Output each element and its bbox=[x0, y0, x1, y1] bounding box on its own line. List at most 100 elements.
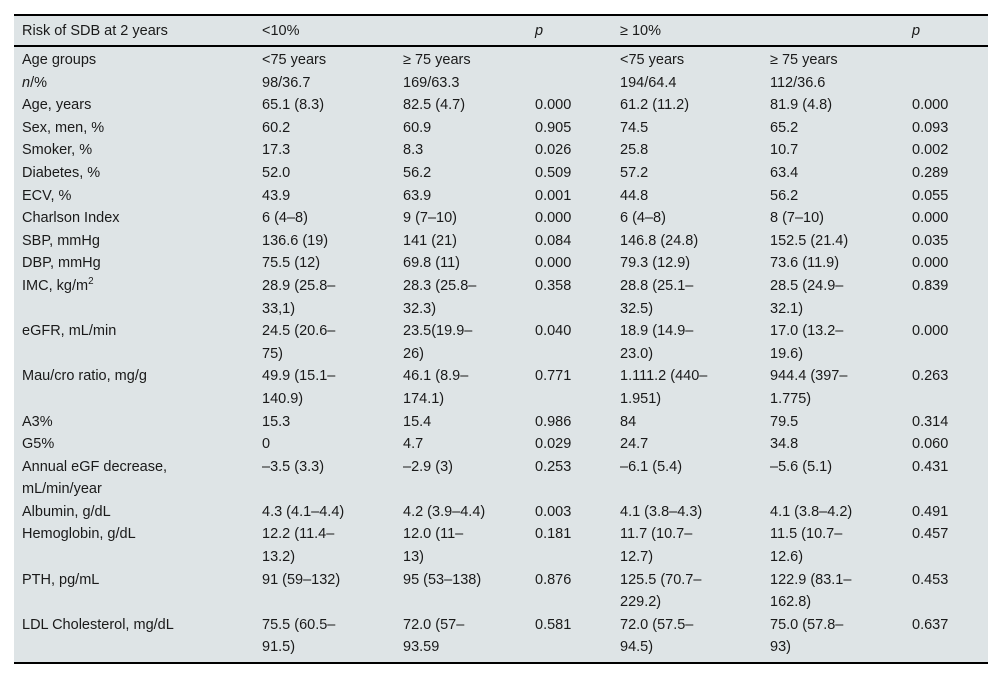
cell-text: 0.314 bbox=[912, 413, 949, 430]
table-row: LDL Cholesterol, mg/dL 75.5 (60.5– 91.5) 7… bbox=[14, 614, 988, 663]
value-cell: 72.0 (57.5– 94.5) bbox=[612, 614, 762, 663]
value-cell: 0.876 bbox=[527, 569, 612, 614]
cell-text: <75 years bbox=[262, 52, 327, 68]
column-header: ≥ 10% bbox=[612, 15, 762, 47]
value-cell: 0.026 bbox=[527, 139, 612, 162]
value-cell: 0.000 bbox=[527, 207, 612, 230]
cell-text: 28.8 (25.1– 32.5) bbox=[620, 277, 694, 317]
value-cell: 141 (21) bbox=[395, 230, 527, 253]
value-cell: 0.491 bbox=[904, 501, 988, 524]
cell-text: 15.4 bbox=[403, 413, 432, 430]
value-cell: 69.8 (11) bbox=[395, 252, 527, 275]
row-label-cell: LDL Cholesterol, mg/dL bbox=[14, 614, 254, 663]
value-cell: 23.5(19.9– 26) bbox=[395, 320, 527, 365]
value-cell: 169/63.3 bbox=[395, 72, 527, 95]
cell-text: 28.3 (25.8– 32.3) bbox=[403, 277, 477, 317]
cell-text: 4.1 (3.8–4.2) bbox=[770, 503, 853, 520]
value-cell: –5.6 (5.1) bbox=[762, 456, 904, 501]
value-cell: 6 (4–8) bbox=[612, 207, 762, 230]
cell-text: 169/63.3 bbox=[403, 74, 460, 91]
superscript-text: 2 bbox=[88, 276, 94, 288]
value-cell: 57.2 bbox=[612, 162, 762, 185]
value-cell: 0.084 bbox=[527, 230, 612, 253]
cell-text: 136.6 (19) bbox=[262, 232, 329, 249]
column-header bbox=[762, 15, 904, 47]
cell-text: 0.000 bbox=[535, 97, 572, 114]
value-cell: 63.9 bbox=[395, 185, 527, 208]
cell-text: 0.358 bbox=[535, 277, 572, 294]
cell-text: 57.2 bbox=[620, 164, 649, 181]
cell-text: <75 years bbox=[620, 52, 685, 68]
value-cell: 25.8 bbox=[612, 139, 762, 162]
cell-text: Age, years bbox=[22, 97, 92, 114]
cell-text: Albumin, g/dL bbox=[22, 503, 111, 520]
cell-text: 0.839 bbox=[912, 277, 949, 294]
cell-text: 43.9 bbox=[262, 187, 291, 204]
cell-text: 81.9 (4.8) bbox=[770, 97, 833, 114]
table-row: PTH, pg/mL 91 (59–132) 95 (53–138) 0.876 125… bbox=[14, 569, 988, 614]
cell-text: 125.5 (70.7– 229.2) bbox=[620, 571, 702, 611]
column-header: <10% bbox=[254, 15, 395, 47]
cell-text: 34.8 bbox=[770, 436, 799, 453]
value-cell: 65.1 (8.3) bbox=[254, 94, 395, 117]
value-cell: 73.6 (11.9) bbox=[762, 252, 904, 275]
table-row: Sex, men, % 60.2 60.9 0.905 74.5 65.2 0.093 bbox=[14, 117, 988, 140]
cell-text: 122.9 (83.1– 162.8) bbox=[770, 571, 852, 611]
table-row: DBP, mmHg 75.5 (12) 69.8 (11) 0.000 79.3 (12… bbox=[14, 252, 988, 275]
table-row: Mau/cro ratio, mg/g 49.9 (15.1– 140.9) 46.… bbox=[14, 365, 988, 410]
value-cell bbox=[527, 72, 612, 95]
cell-text: 72.0 (57– 93.59 bbox=[403, 616, 465, 656]
cell-text: 75.5 (12) bbox=[262, 255, 321, 272]
value-cell: 79.3 (12.9) bbox=[612, 252, 762, 275]
value-cell: 34.8 bbox=[762, 433, 904, 456]
value-cell: 0.060 bbox=[904, 433, 988, 456]
cell-text: 63.9 bbox=[403, 187, 432, 204]
value-cell: 81.9 (4.8) bbox=[762, 94, 904, 117]
value-cell: 72.0 (57– 93.59 bbox=[395, 614, 527, 663]
value-cell: 28.5 (24.9– 32.1) bbox=[762, 275, 904, 320]
cell-text: Age groups bbox=[22, 52, 97, 68]
value-cell: 79.5 bbox=[762, 411, 904, 434]
cell-text: Sex, men, % bbox=[22, 119, 105, 136]
value-cell: 11.7 (10.7– 12.7) bbox=[612, 523, 762, 568]
value-cell: 0.263 bbox=[904, 365, 988, 410]
row-label-cell: Age, years bbox=[14, 94, 254, 117]
row-label-cell: A3% bbox=[14, 411, 254, 434]
cell-text: Mau/cro ratio, mg/g bbox=[22, 368, 147, 385]
table-header: Risk of SDB at 2 years <10% p ≥ 10% p bbox=[14, 15, 988, 47]
cell-text: –3.5 (3.3) bbox=[262, 458, 325, 475]
value-cell: 49.9 (15.1– 140.9) bbox=[254, 365, 395, 410]
italic-text: p bbox=[912, 23, 921, 39]
cell-text: 75.5 (60.5– 91.5) bbox=[262, 616, 336, 656]
value-cell: 0.001 bbox=[527, 185, 612, 208]
cell-text: 0.000 bbox=[535, 210, 572, 227]
cell-text: 10.7 bbox=[770, 142, 799, 159]
cell-text: 28.5 (24.9– 32.1) bbox=[770, 277, 844, 317]
cell-text: 0.986 bbox=[535, 413, 572, 430]
cell-text: 63.4 bbox=[770, 164, 799, 181]
value-cell: 0.581 bbox=[527, 614, 612, 663]
data-table: Risk of SDB at 2 years <10% p ≥ 10% p Age gr… bbox=[14, 14, 988, 665]
value-cell: 0.055 bbox=[904, 185, 988, 208]
cell-text: 0.060 bbox=[912, 436, 949, 453]
cell-text: 9 (7–10) bbox=[403, 210, 458, 227]
cell-text: Charlson Index bbox=[22, 210, 120, 227]
value-cell: 75.0 (57.8– 93) bbox=[762, 614, 904, 663]
cell-text: ECV, % bbox=[22, 187, 72, 204]
cell-text: 0 bbox=[262, 436, 271, 453]
value-cell: 4.3 (4.1–4.4) bbox=[254, 501, 395, 524]
value-cell: 84 bbox=[612, 411, 762, 434]
row-label-cell: Diabetes, % bbox=[14, 162, 254, 185]
value-cell: 74.5 bbox=[612, 117, 762, 140]
row-label-cell: Age groups bbox=[14, 46, 254, 72]
cell-text: 0.876 bbox=[535, 571, 572, 588]
value-cell: 75.5 (60.5– 91.5) bbox=[254, 614, 395, 663]
cell-text: 28.9 (25.8– 33,1) bbox=[262, 277, 336, 317]
value-cell: 56.2 bbox=[762, 185, 904, 208]
cell-text: 0.035 bbox=[912, 232, 949, 249]
row-label-cell: Sex, men, % bbox=[14, 117, 254, 140]
row-label-cell: G5% bbox=[14, 433, 254, 456]
value-cell: 8.3 bbox=[395, 139, 527, 162]
table-row: Age groups <75 years ≥ 75 years <75 years ≥ … bbox=[14, 46, 988, 72]
value-cell: 17.3 bbox=[254, 139, 395, 162]
